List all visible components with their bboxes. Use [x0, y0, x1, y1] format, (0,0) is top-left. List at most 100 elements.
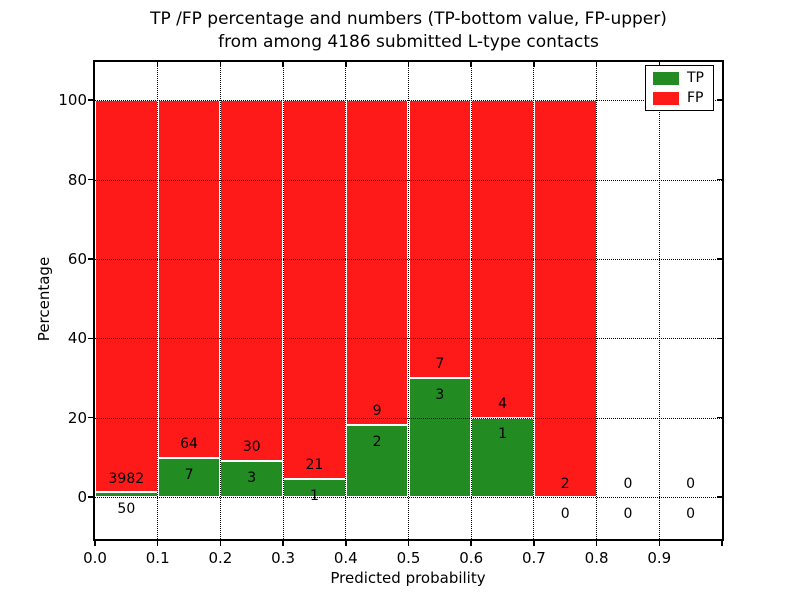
y-tick-label: 60: [67, 249, 87, 268]
tp-swatch-icon: [653, 71, 679, 85]
x-axis-tick: [219, 541, 222, 546]
fp-count-label: 30: [242, 439, 261, 456]
gridline-horizontal: [95, 179, 722, 181]
fp-count-label: 0: [686, 475, 696, 492]
x-tick-label: 0.4: [333, 549, 358, 567]
bar-segment-fp: [345, 100, 409, 425]
fp-count-label: 3982: [108, 470, 145, 487]
bar-segment-fp: [157, 100, 221, 458]
gridline-horizontal: [95, 417, 722, 419]
right-tick: [717, 496, 722, 498]
gridline-vertical: [282, 62, 284, 539]
top-tick: [156, 62, 159, 67]
bar-segment-fp: [283, 100, 346, 479]
x-axis-tick: [533, 541, 535, 546]
gridline-vertical: [157, 62, 159, 539]
top-tick: [219, 62, 222, 67]
tp-count-label: 1: [498, 426, 508, 443]
fp-count-label: 64: [180, 436, 198, 453]
x-axis-tick: [282, 541, 284, 546]
top-tick: [595, 62, 598, 67]
x-tick-label: 0.5: [396, 549, 421, 567]
legend-entry-tp: TP: [653, 70, 704, 86]
gridline-vertical: [658, 62, 660, 539]
tp-count-label: 0: [560, 505, 570, 522]
fp-count-label: 9: [372, 403, 382, 420]
right-tick: [717, 416, 722, 419]
legend-label-tp: TP: [687, 70, 704, 86]
gridline-vertical: [596, 62, 598, 539]
tp-count-label: 1: [309, 487, 319, 504]
fp-count-label: 0: [623, 475, 633, 492]
x-tick-label: 0.2: [208, 549, 233, 567]
x-axis-tick: [407, 541, 410, 546]
y-tick-label: 0: [77, 488, 87, 506]
fp-count-label: 7: [435, 356, 445, 373]
bar-segment-fp: [533, 100, 597, 497]
right-tick: [717, 178, 722, 181]
gridline-vertical: [219, 62, 221, 539]
top-tick: [345, 62, 347, 67]
fp-count-label: 4: [498, 396, 508, 413]
gridline-vertical: [408, 62, 409, 539]
y-axis-tick: [88, 416, 93, 419]
x-axis-tick: [156, 541, 159, 546]
tp-count-label: 0: [686, 505, 696, 522]
gridline-horizontal: [95, 338, 722, 340]
bar-segment-fp: [95, 100, 158, 493]
x-axis-tick: [595, 541, 598, 546]
top-tick: [282, 62, 284, 67]
y-tick-label: 40: [67, 329, 87, 348]
tp-count-label: 0: [623, 505, 633, 522]
top-tick: [470, 62, 472, 67]
bar-segment-fp: [220, 100, 284, 461]
bar-segment-tp: [157, 457, 221, 497]
tp-count-label: 7: [184, 466, 194, 483]
x-axis-tick: [94, 541, 96, 546]
right-tick: [717, 99, 722, 101]
y-axis-tick: [88, 99, 93, 101]
x-axis-tick: [658, 541, 661, 546]
gridline-horizontal: [95, 100, 722, 102]
legend: TP FP: [645, 65, 714, 111]
fp-swatch-icon: [653, 91, 679, 105]
gridline-vertical: [533, 62, 535, 539]
x-axis-tick: [345, 541, 347, 546]
tp-count-label: 3: [435, 386, 445, 403]
legend-label-fp: FP: [687, 90, 704, 106]
right-tick: [717, 258, 722, 260]
chart-title-line2: from among 4186 submitted L-type contact…: [218, 32, 599, 52]
x-tick-label: 0.9: [647, 549, 672, 567]
tp-count-label: 50: [117, 500, 136, 517]
y-axis-tick: [88, 258, 93, 260]
x-axis-label: Predicted probability: [330, 569, 486, 587]
legend-entry-fp: FP: [653, 90, 704, 106]
gridline-horizontal: [95, 497, 722, 498]
plot-area: 3982 50 64 7 30 3 21 1 9 2 7 3 4 1 2 0 0 0 0 0: [93, 60, 724, 541]
top-tick: [407, 62, 410, 67]
x-tick-label: 0.8: [584, 549, 609, 567]
right-tick: [717, 337, 722, 340]
gridline-vertical: [345, 62, 347, 539]
x-tick-label: 0.1: [145, 549, 170, 567]
x-tick-label: 0.6: [459, 549, 484, 567]
y-axis-tick: [88, 178, 93, 181]
top-tick: [533, 62, 535, 67]
y-tick-label: 80: [67, 170, 87, 189]
gridline-horizontal: [95, 258, 722, 260]
y-axis-tick: [88, 496, 93, 498]
y-tick-label: 100: [58, 91, 87, 110]
tp-count-label: 2: [372, 433, 382, 450]
x-tick-label: 0.7: [521, 549, 546, 567]
gridline-vertical: [470, 62, 472, 539]
tp-count-label: 3: [247, 469, 257, 486]
x-tick-label: 0.3: [271, 549, 296, 567]
x-axis-tick: [721, 541, 723, 546]
y-tick-label: 20: [67, 408, 87, 427]
x-tick-label: 0.0: [83, 549, 107, 567]
x-axis-tick: [470, 541, 472, 546]
fp-count-label: 21: [305, 457, 324, 474]
fp-count-label: 2: [560, 475, 570, 492]
bar-segment-fp: [408, 100, 472, 378]
